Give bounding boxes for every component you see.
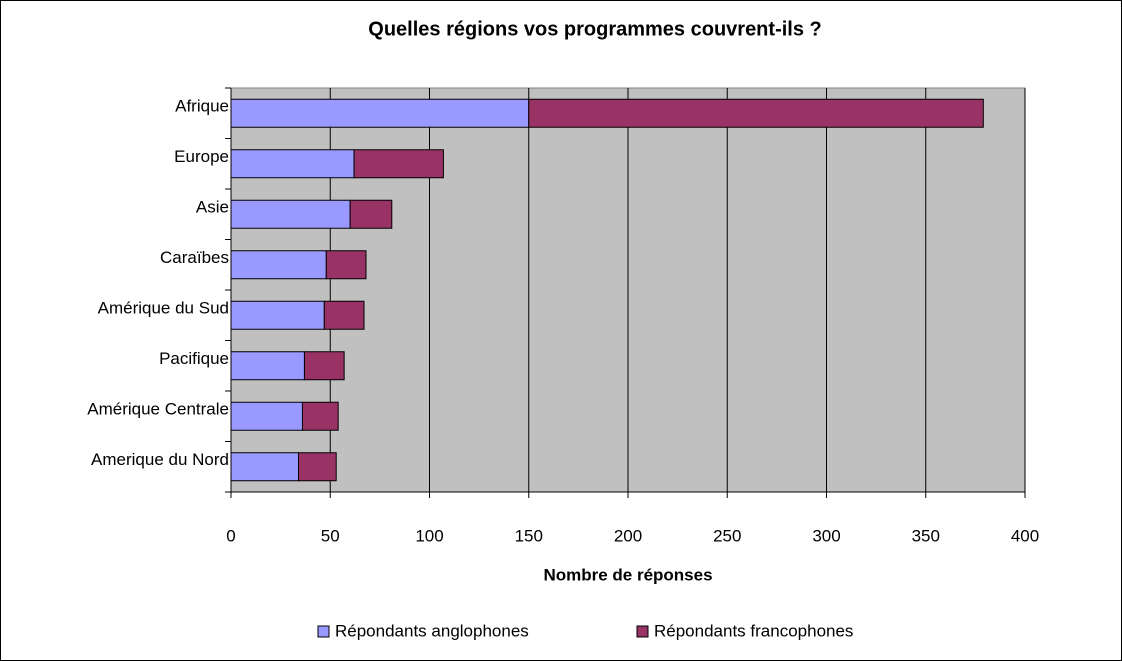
legend-label: Répondants anglophones [335, 621, 529, 640]
bar-segment [301, 401, 339, 431]
bar-segment [323, 300, 365, 330]
bar-segment [230, 199, 351, 229]
bar-segment [230, 452, 299, 482]
legend-label: Répondants francophones [654, 621, 853, 640]
bar-segment [349, 199, 393, 229]
y-tick-label: Afrique [175, 97, 229, 116]
y-tick-label: Amérique du Sud [98, 299, 229, 318]
bar-segment [325, 250, 367, 280]
x-tick-label: 150 [515, 526, 543, 545]
legend-swatch [636, 625, 649, 638]
x-tick-label: 300 [812, 526, 840, 545]
x-tick-label: 100 [415, 526, 443, 545]
bar-segment [230, 149, 355, 179]
x-tick-label: 50 [321, 526, 340, 545]
x-tick-label: 0 [226, 526, 235, 545]
y-tick-label: Asie [196, 198, 229, 217]
bar-segment [303, 351, 345, 381]
y-tick-label: Caraïbes [160, 248, 229, 267]
y-tick-label: Europe [174, 147, 229, 166]
bar-segment [297, 452, 337, 482]
chart-title: Quelles régions vos programmes couvrent-… [368, 18, 821, 40]
y-tick-label: Amerique du Nord [91, 450, 229, 469]
bar-segment [230, 401, 303, 431]
bar-segment [528, 98, 984, 128]
legend-swatch [317, 625, 330, 638]
bar-segment [230, 250, 327, 280]
y-tick-label: Pacifique [159, 349, 229, 368]
y-tick-label: Amérique Centrale [87, 400, 229, 419]
x-tick-label: 400 [1011, 526, 1039, 545]
x-axis-title: Nombre de réponses [543, 565, 712, 584]
x-tick-label: 250 [713, 526, 741, 545]
bar-segment [353, 149, 444, 179]
bar-segment [230, 300, 325, 330]
bar-segment [230, 351, 305, 381]
bar-segment [230, 98, 530, 128]
x-tick-label: 200 [614, 526, 642, 545]
x-tick-label: 350 [912, 526, 940, 545]
